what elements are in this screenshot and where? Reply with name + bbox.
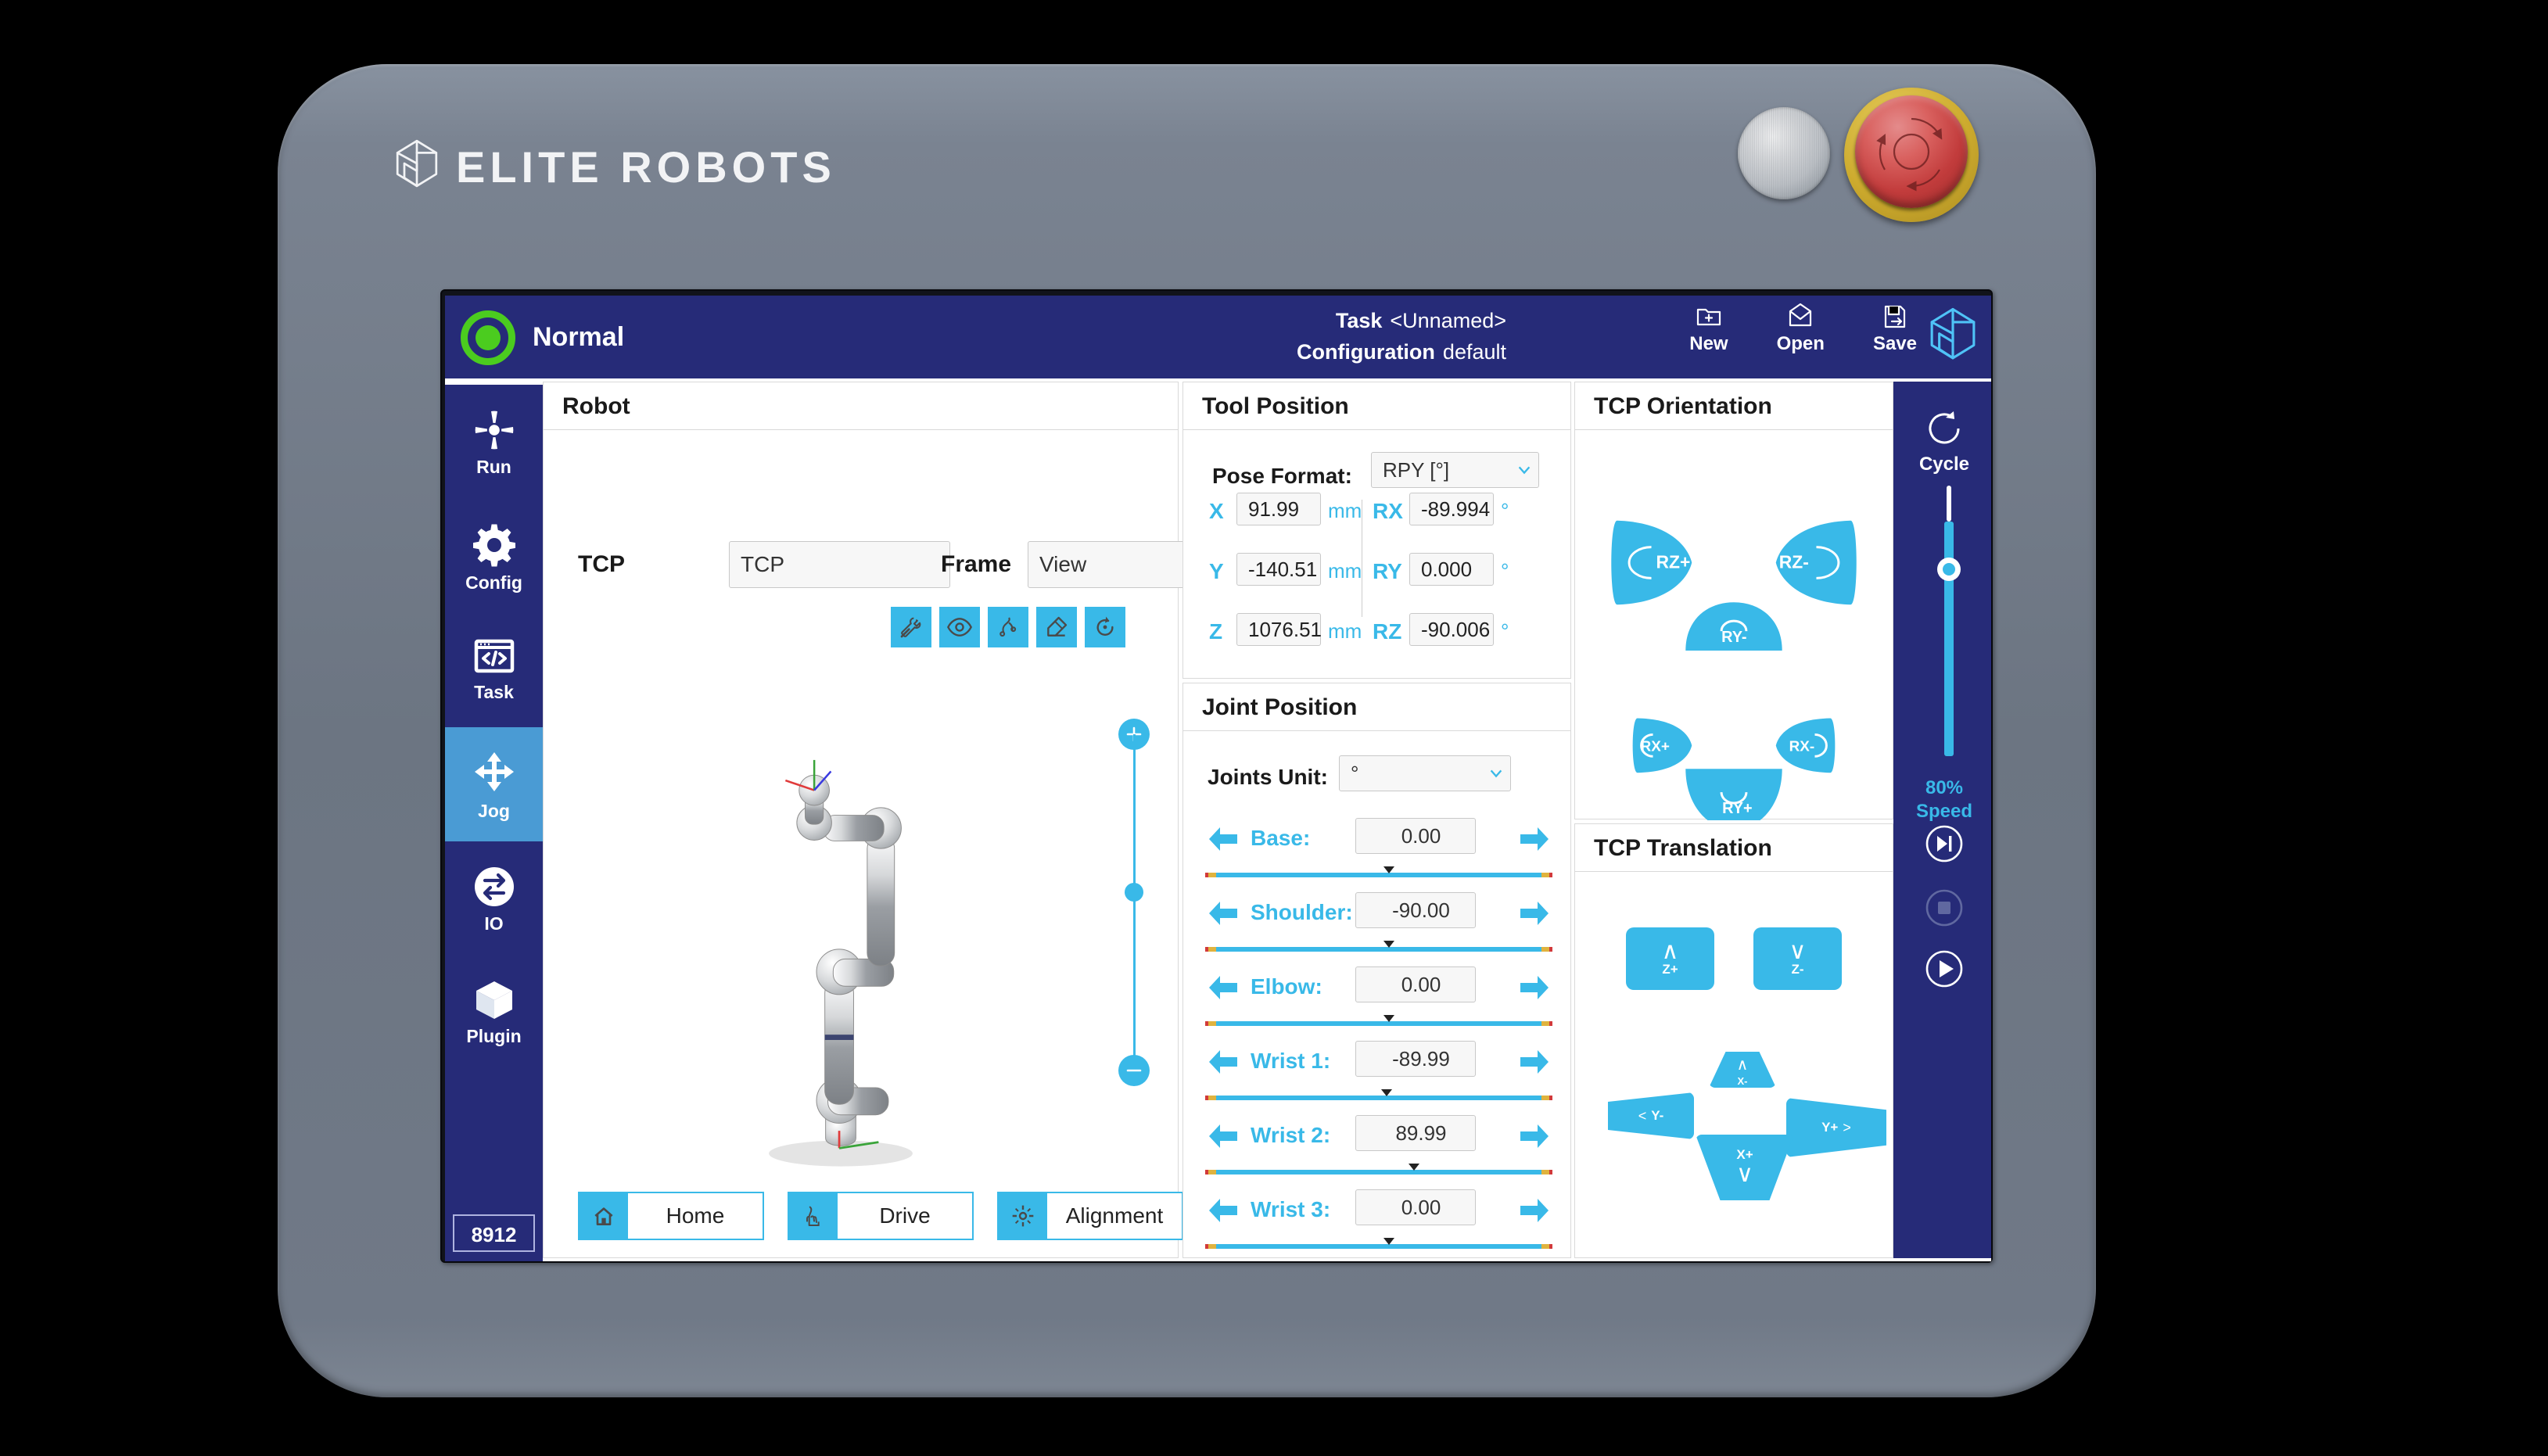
svg-text:RX+: RX+: [1641, 738, 1670, 755]
svg-text:RY+: RY+: [1722, 800, 1753, 817]
svg-text:RX-: RX-: [1789, 738, 1815, 755]
svg-text:RY-: RY-: [1721, 629, 1746, 646]
svg-text:RZ-: RZ-: [1779, 551, 1809, 572]
svg-text:RZ+: RZ+: [1656, 551, 1690, 572]
